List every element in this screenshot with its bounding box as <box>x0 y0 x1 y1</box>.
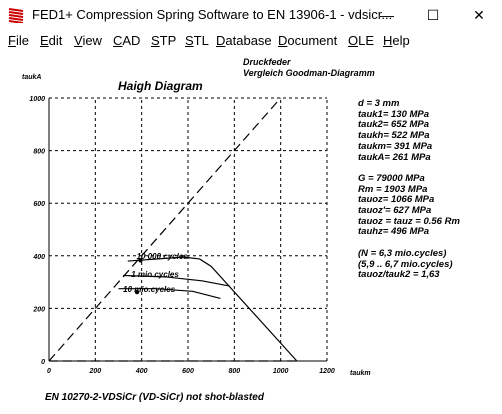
minimize-button[interactable]: — <box>364 0 410 30</box>
title-bar: FED1+ Compression Spring Software to EN … <box>0 0 502 30</box>
series-line <box>48 97 282 362</box>
haigh-diagram: 0 200 400 600 800 1000 1200 0 200 400 600 800 1000 ta… <box>22 74 371 377</box>
x-tick-label: 1200 <box>319 368 335 375</box>
y-tick-label: 400 <box>32 254 45 261</box>
parameter-line: tauk2= 652 MPa <box>358 119 430 131</box>
parameter-line: d = 3 mm <box>358 98 400 109</box>
close-icon: ✕ <box>473 6 485 23</box>
close-button[interactable]: ✕ <box>456 0 502 30</box>
y-tick-label: 1000 <box>29 96 45 103</box>
x-tick-label: 0 <box>47 368 51 375</box>
parameter-line: taukm= 391 MPa <box>358 140 433 152</box>
y-tick-label: 800 <box>33 149 45 156</box>
parameter-line: tauoz/tauk2 = 1,63 <box>358 269 440 281</box>
window-title: FED1+ Compression Spring Software to EN … <box>32 7 393 22</box>
menu-ole[interactable]: OLE <box>348 33 375 48</box>
x-tick-label: 800 <box>228 368 240 375</box>
parameter-line: (N = 6,3 mio.cycles) <box>358 247 447 259</box>
header-line1: Druckfeder <box>243 57 291 67</box>
parameter-line: G = 79000 MPa <box>358 172 425 184</box>
parameter-line: Rm = 1903 MPa <box>358 183 428 195</box>
document-canvas: Druckfeder Vergleich Goodman-Diagramm Ha… <box>0 52 502 414</box>
x-tick-label: 600 <box>182 368 194 375</box>
maximize-button[interactable]: ☐ <box>410 0 456 30</box>
parameter-line: tauhz= 496 MPa <box>358 226 430 238</box>
parameter-line: (5,9 .. 6,7 mio.cycles) <box>358 258 453 270</box>
maximize-icon: ☐ <box>426 6 440 23</box>
data-point <box>138 258 143 263</box>
menu-database[interactable]: Database <box>216 33 272 48</box>
y-tick-label: 0 <box>41 359 45 366</box>
series-line <box>127 256 298 362</box>
x-tick-label: 200 <box>88 368 101 375</box>
parameter-line: tauk1= 130 MPa <box>358 108 430 120</box>
parameter-line: tauoz= 1066 MPa <box>358 194 435 206</box>
parameter-line: tauoz'= 627 MPa <box>358 205 432 216</box>
series-label: 10 000 cycles <box>137 252 189 261</box>
x-tick-label: 400 <box>135 368 148 375</box>
menu-stl[interactable]: STL <box>185 33 209 48</box>
x-axis-label: taukm <box>350 370 371 377</box>
parameter-line: taukA= 261 MPa <box>358 151 431 163</box>
x-tick-label: 1000 <box>273 368 289 375</box>
series-line <box>123 274 230 287</box>
header-line2: Vergleich Goodman-Diagramm <box>243 68 375 78</box>
menu-stp[interactable]: STP <box>151 33 177 48</box>
series-label: 10 mio.cycles <box>123 285 176 294</box>
minimize-icon: — <box>380 7 394 23</box>
menu-edit[interactable]: Edit <box>40 33 63 48</box>
y-axis-label: taukA <box>22 74 41 81</box>
parameter-line: tauoz = tauz = 0.56 Rm <box>358 215 460 227</box>
menu-bar: File Edit View CAD STP STL Database Docu… <box>0 31 502 51</box>
parameter-line: taukh= 522 MPa <box>358 130 430 142</box>
spring-app-icon <box>8 7 24 23</box>
data-point <box>134 289 140 295</box>
series-label: 1 mio.cycles <box>131 270 179 279</box>
menu-file[interactable]: File <box>8 33 29 48</box>
series-line <box>118 288 221 299</box>
chart-title: Haigh Diagram <box>118 79 203 93</box>
menu-help[interactable]: Help <box>383 33 410 48</box>
menu-cad[interactable]: CAD <box>113 33 141 48</box>
y-tick-label: 600 <box>33 201 45 208</box>
y-tick-label: 200 <box>32 306 45 313</box>
material-footer: EN 10270-2-VDSiCr (VD-SiCr) not shot-bla… <box>45 392 264 403</box>
menu-view[interactable]: View <box>74 33 102 48</box>
menu-document[interactable]: Document <box>278 33 338 48</box>
